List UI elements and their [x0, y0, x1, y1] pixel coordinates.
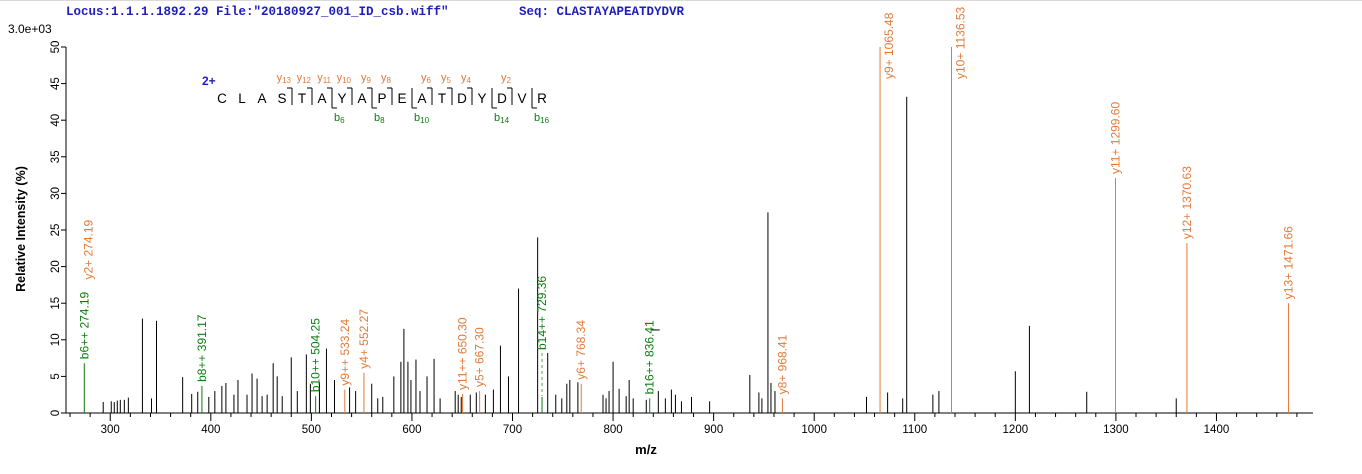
ion-label: y6+ 768.34: [574, 320, 588, 380]
y-ion-marker-label: y12: [297, 72, 312, 85]
peptide-residue: D: [457, 91, 467, 106]
ion-label: y13+ 1471.66: [1282, 226, 1296, 299]
peptide-residue: C: [217, 91, 227, 106]
ion-label: y8+ 968.41: [775, 334, 789, 394]
b-ion-marker-label: b16: [534, 112, 550, 125]
b-ion-marker-label: b10: [414, 112, 430, 125]
y-ion-marker-label: y8: [381, 72, 392, 85]
x-tick-label: 1000: [801, 424, 827, 436]
x-tick-label: 700: [503, 424, 522, 436]
y-tick-label: 0: [50, 410, 62, 416]
header-sequence: Seq: CLASTAYAPEATDYDVR: [519, 5, 685, 19]
x-tick-label: 1200: [1003, 424, 1029, 436]
peptide-residue: S: [277, 91, 286, 106]
y-axis-title: Relative Intensity (%): [14, 166, 28, 292]
ion-label: y9++ 533.24: [338, 319, 352, 386]
x-axis-title: m/z: [635, 442, 657, 457]
peptide-residue: L: [238, 91, 246, 106]
x-tick-label: 1100: [902, 424, 927, 436]
b-ion-marker-label: b6: [334, 112, 345, 125]
intensity-scale-label: 3.0e+03: [8, 22, 52, 36]
y-tick-label: 40: [50, 114, 62, 127]
peptide-residue: V: [517, 91, 526, 106]
y-tick-label: 35: [50, 150, 62, 163]
x-tick-label: 300: [101, 424, 120, 436]
peptide-residue: D: [497, 91, 507, 106]
x-tick-label: 600: [402, 424, 421, 436]
ion-label: b16++ 836.41: [643, 320, 657, 394]
y-tick-label: 15: [50, 297, 62, 310]
y-ion-marker-label: y10: [337, 72, 352, 85]
y-tick-label: 45: [50, 77, 62, 90]
peptide-residue: R: [537, 91, 547, 106]
ion-label: y4+ 552.27: [357, 309, 371, 369]
peptide-residue: T: [438, 91, 446, 106]
b-ion-marker-label: b8: [374, 112, 385, 125]
ion-label: b10++ 504.25: [309, 318, 323, 392]
ion-label: y11++ 650.30: [456, 317, 470, 390]
ion-label: y9+ 1065.48: [882, 12, 896, 79]
peptide-residue: Y: [337, 91, 346, 106]
x-tick-label: 1300: [1103, 424, 1129, 436]
y-ion-marker-label: y2: [501, 72, 512, 85]
ion-label: b6++ 274.19: [77, 291, 91, 359]
ion-label: b8++ 391.17: [195, 314, 209, 382]
peptide-residue: A: [417, 91, 426, 106]
x-tick-label: 800: [603, 424, 622, 436]
x-tick-label: 400: [201, 424, 220, 436]
header-locus-file: Locus:1.1.1.1892.29 File:"20180927_001_I…: [66, 5, 449, 19]
y-ion-marker-label: y4: [461, 72, 472, 85]
y-tick-label: 50: [50, 41, 62, 54]
peptide-residue: T: [298, 91, 306, 106]
y-ion-marker-label: y11: [317, 72, 331, 85]
y-ion-marker-label: y13: [277, 72, 292, 85]
y-ion-marker-label: y6: [421, 72, 432, 85]
peptide-residue: A: [257, 91, 266, 106]
peptide-residue: E: [397, 91, 406, 106]
ion-label: b14++ 729.36: [535, 276, 549, 350]
peptide-residue: P: [377, 91, 386, 106]
x-tick-label: 900: [704, 424, 723, 436]
peptide-residue: A: [317, 91, 326, 106]
ion-label: y12+ 1370.63: [1180, 166, 1194, 239]
peptide-residue: A: [357, 91, 366, 106]
y-ion-marker-label: y9: [361, 72, 372, 85]
ion-label: y11+ 1299.60: [1108, 102, 1122, 175]
y-tick-label: 25: [50, 224, 62, 237]
y-tick-label: 5: [50, 373, 62, 379]
b-ion-marker-label: b14: [494, 112, 510, 125]
y-tick-label: 10: [50, 333, 62, 346]
charge-label: 2+: [202, 74, 216, 88]
y-tick-label: 30: [50, 187, 62, 200]
ion-label: y2+ 274.19: [81, 219, 95, 279]
peptide-residue: Y: [477, 91, 486, 106]
y-ion-marker-label: y5: [441, 72, 452, 85]
ion-label: y5+ 667.30: [473, 327, 487, 387]
y-tick-label: 20: [50, 260, 62, 273]
x-tick-label: 1400: [1204, 424, 1230, 436]
x-tick-label: 500: [302, 424, 321, 436]
ion-label: y10+ 1136.53: [954, 6, 968, 79]
